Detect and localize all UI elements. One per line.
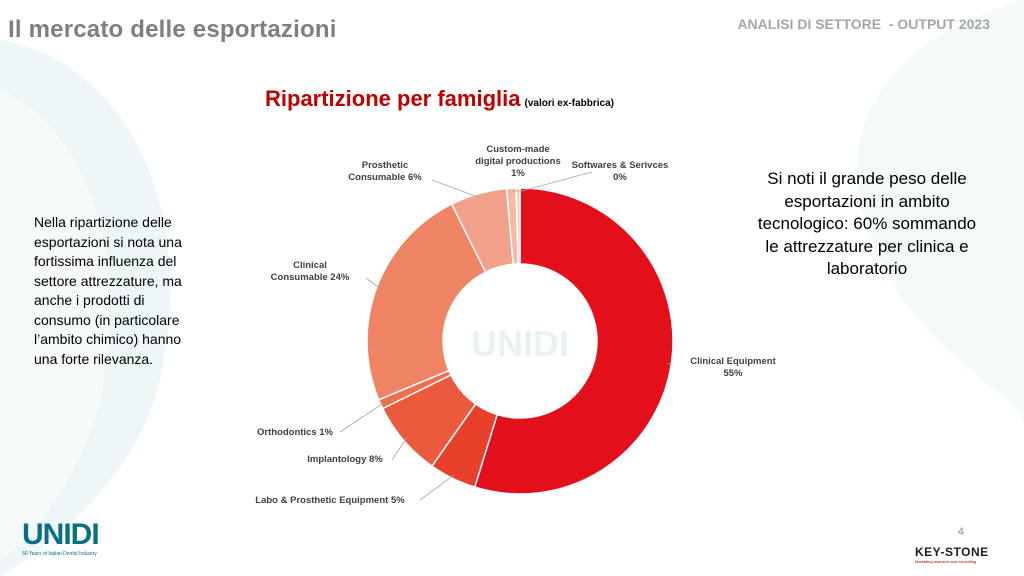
slice-labels: Clinical Equipment 55% Labo & Prosthetic E… bbox=[255, 144, 776, 506]
leader-line bbox=[667, 362, 673, 366]
slice-label: Implantology 8% bbox=[307, 454, 383, 465]
page-title: Il mercato delle esportazioni bbox=[8, 16, 337, 43]
leader-line bbox=[339, 402, 385, 433]
left-commentary: Nella ripartizione delle esportazioni si… bbox=[34, 214, 182, 367]
chart-title-subtitle: (valori ex-fabbrica) bbox=[524, 98, 614, 109]
leader-line bbox=[391, 437, 408, 461]
keystone-logo: KEY-STONE Marketing research and consult… bbox=[915, 545, 989, 564]
watermark-logo: UNIDI bbox=[471, 323, 569, 364]
leader-line bbox=[419, 474, 455, 501]
slice-label: Custom-made digital productions 1% bbox=[475, 144, 561, 179]
slice-label: Clinical Equipment 55% bbox=[690, 356, 776, 379]
right-commentary: Si noti il grande peso delle esportazion… bbox=[757, 169, 977, 278]
page-number: 4 bbox=[957, 526, 964, 538]
keystone-logo-wordmark: KEY-STONE bbox=[915, 545, 989, 559]
leader-line bbox=[431, 179, 480, 198]
chart-title: Ripartizione per famiglia (valori ex-fabb… bbox=[265, 86, 614, 112]
section-label: ANALISI DI SETTORE - OUTPUT 2023 bbox=[737, 16, 990, 32]
slice-label: Softwares & Serivces 0% bbox=[572, 160, 669, 183]
leader-line bbox=[365, 277, 381, 290]
slice-label: Clinical Consumable 24% bbox=[271, 260, 350, 283]
unidi-logo: UNIDI 50 Years of Italian Dental Industr… bbox=[22, 518, 100, 558]
slice-label: Prosthetic Consumable 6% bbox=[348, 160, 422, 183]
chart-title-main: Ripartizione per famiglia bbox=[265, 86, 521, 111]
keystone-logo-tagline: Marketing research and consulting bbox=[915, 559, 977, 564]
leader-line bbox=[511, 189, 519, 193]
unidi-logo-tagline: 50 Years of Italian Dental Industry bbox=[22, 551, 97, 557]
leader-line bbox=[518, 171, 593, 193]
unidi-logo-wordmark: UNIDI bbox=[22, 518, 100, 551]
donut-slice-clinical-equipment bbox=[473, 187, 674, 495]
slice-label: Labo & Prosthetic Equipment 5% bbox=[255, 495, 405, 506]
donut-slices bbox=[366, 187, 674, 495]
slice-label: Orthodontics 1% bbox=[257, 427, 334, 438]
donut-slice-softwares-serivces bbox=[515, 187, 521, 265]
donut-slice-clinical-consumable bbox=[366, 203, 487, 401]
